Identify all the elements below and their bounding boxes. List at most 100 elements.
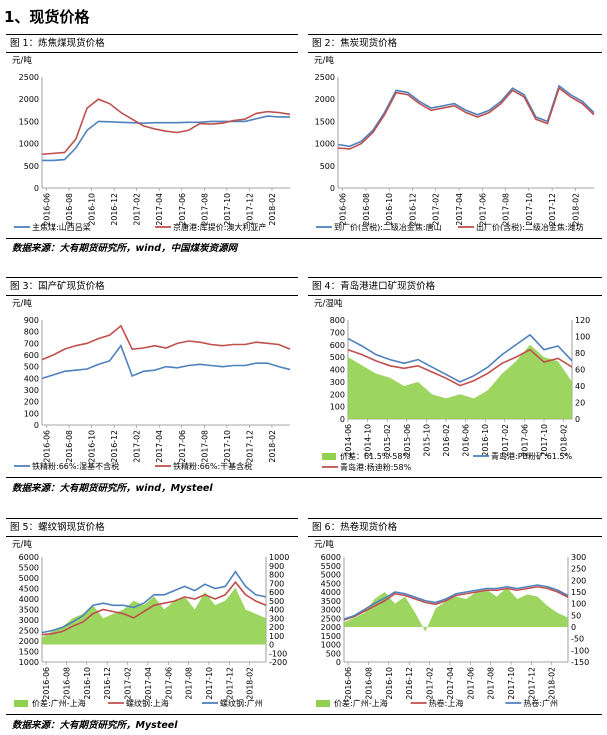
y-axis-unit: 元/吨 (12, 55, 32, 66)
legend-label: 螺纹钢:上海 (126, 698, 169, 708)
x-tick-label: 2014-10 (364, 424, 373, 457)
y-tick-label: 200 (24, 398, 39, 407)
x-tick-label: 2017-02 (501, 424, 510, 457)
y-tick-label: 5500 (321, 562, 341, 571)
y-tick-label: 700 (330, 328, 345, 337)
source-rule (6, 477, 602, 478)
y-tick-label: 1000 (19, 658, 39, 667)
y2-tick-label: 300 (269, 614, 284, 623)
x-tick-label: 2017-08 (185, 667, 194, 700)
x-tick-label: 2017-12 (225, 667, 234, 700)
y-tick-label: 6000 (321, 553, 341, 562)
y2-tick-label: -100 (269, 649, 287, 658)
section-title: 1、现货价格 (4, 8, 90, 26)
series-area (348, 344, 572, 419)
y-tick-label: 0 (34, 184, 39, 193)
legend-label: 京唐港:库提价:澳大利亚产 (173, 222, 266, 232)
source-rule (6, 238, 602, 239)
x-tick-label: 2018-02 (268, 430, 277, 463)
y-tick-label: 700 (24, 339, 39, 348)
x-tick-label: 2017-02 (133, 193, 142, 226)
y-tick-label: 500 (330, 353, 345, 362)
y-axis-unit: 元/湿吨 (314, 298, 343, 309)
x-tick-label: 2016-08 (65, 430, 74, 463)
series-line (41, 344, 291, 380)
series-area (42, 587, 266, 645)
x-tick-label: 2017-08 (200, 430, 209, 463)
series-line (337, 86, 595, 150)
y-tick-label: 4000 (321, 588, 341, 597)
y-tick-label: 2000 (19, 95, 39, 104)
y-tick-label: 3000 (321, 606, 341, 615)
x-tick-label: 2017-10 (507, 667, 516, 700)
y-tick-label: 5000 (19, 574, 39, 583)
y2-tick-label: 80 (575, 349, 585, 358)
y2-tick-label: 100 (571, 600, 586, 609)
y2-tick-label: 40 (575, 382, 585, 391)
y2-tick-label: 100 (269, 632, 284, 641)
x-tick-label: 2017-08 (502, 193, 511, 226)
x-tick-label: 2017-02 (124, 667, 133, 700)
x-tick-label: 2017-10 (223, 193, 232, 226)
x-tick-label: 2017-12 (245, 430, 254, 463)
x-tick-label: 2016-08 (65, 193, 74, 226)
y2-tick-label: 300 (571, 553, 586, 562)
y2-tick-label: 400 (269, 606, 284, 615)
y-tick-label: 1500 (315, 117, 335, 126)
y-tick-label: 1000 (19, 140, 39, 149)
x-tick-label: 2016-12 (405, 667, 414, 700)
chart-panel-imported-ore: 图 4：青岛港进口矿现货价格 元/湿吨 0 100 200 300 400 500 600 70… (308, 277, 602, 477)
x-tick-label: 2016-12 (408, 193, 417, 226)
y2-tick-label: 1000 (269, 553, 289, 562)
x-tick-label: 2017-08 (200, 193, 209, 226)
y-tick-label: 5500 (19, 564, 39, 573)
y-tick-label: 600 (330, 341, 345, 350)
y-tick-label: 400 (24, 374, 39, 383)
chart-title: 图 5：螺纹钢现货价格 (6, 518, 298, 537)
x-tick-label: 2017-06 (178, 430, 187, 463)
y-tick-label: 300 (24, 386, 39, 395)
x-tick-label: 2018-02 (560, 424, 569, 457)
y2-tick-label: -150 (571, 658, 589, 667)
chart-title: 图 6：热卷现货价格 (308, 518, 602, 537)
y2-tick-label: 500 (269, 597, 284, 606)
y-tick-label: 1500 (19, 117, 39, 126)
y2-tick-label: 0 (269, 641, 274, 650)
x-tick-label: 2017-02 (133, 430, 142, 463)
y-tick-label: 1000 (321, 641, 341, 650)
y-tick-label: 600 (24, 351, 39, 360)
x-tick-label: 2016-06 (344, 667, 353, 700)
series-line (41, 98, 291, 156)
y-tick-label: 1500 (19, 648, 39, 657)
x-tick-label: 2017-06 (520, 424, 529, 457)
x-tick-label: 2017-04 (144, 667, 153, 700)
x-tick-label: 2016-02 (442, 424, 451, 457)
y-axis-unit: 元/吨 (314, 539, 334, 550)
legend-label: 铁精粉:66%:干基含税 (173, 461, 252, 471)
y-tick-label: 300 (330, 378, 345, 387)
chart-svg: 元/吨0500100015002000250030003500400045005… (314, 539, 589, 708)
x-tick-label: 2016-08 (362, 193, 371, 226)
legend-swatch (14, 700, 28, 707)
y-tick-label: 2500 (19, 73, 39, 82)
y2-tick-label: 700 (269, 579, 284, 588)
x-tick-label: 2018-02 (246, 667, 255, 700)
y2-tick-label: 200 (571, 576, 586, 585)
x-tick-label: 2017-10 (223, 430, 232, 463)
y-tick-label: 2500 (19, 627, 39, 636)
y-tick-label: 1000 (315, 140, 335, 149)
x-tick-label: 2016-06 (43, 193, 52, 226)
x-tick-label: 2017-08 (487, 667, 496, 700)
series-line (41, 324, 291, 361)
y-tick-label: 100 (330, 403, 345, 412)
x-tick-label: 2017-10 (205, 667, 214, 700)
y-axis-unit: 元/吨 (12, 539, 32, 550)
source-note: 数据来源：大有期货研究所，Mysteel (12, 720, 178, 731)
x-tick-label: 2017-04 (155, 430, 164, 463)
y-axis-unit: 元/吨 (12, 298, 32, 309)
chart-title: 图 2：焦炭现货价格 (308, 34, 602, 53)
x-tick-label: 2016-12 (110, 430, 119, 463)
chart-panel-coke: 图 2：焦炭现货价格 元/吨 0 500 1000 1500 2000 2500 2016-0… (308, 34, 602, 238)
source-note: 数据来源：大有期货研究所，wind，Mysteel (12, 483, 213, 494)
y-tick-label: 6000 (19, 553, 39, 562)
